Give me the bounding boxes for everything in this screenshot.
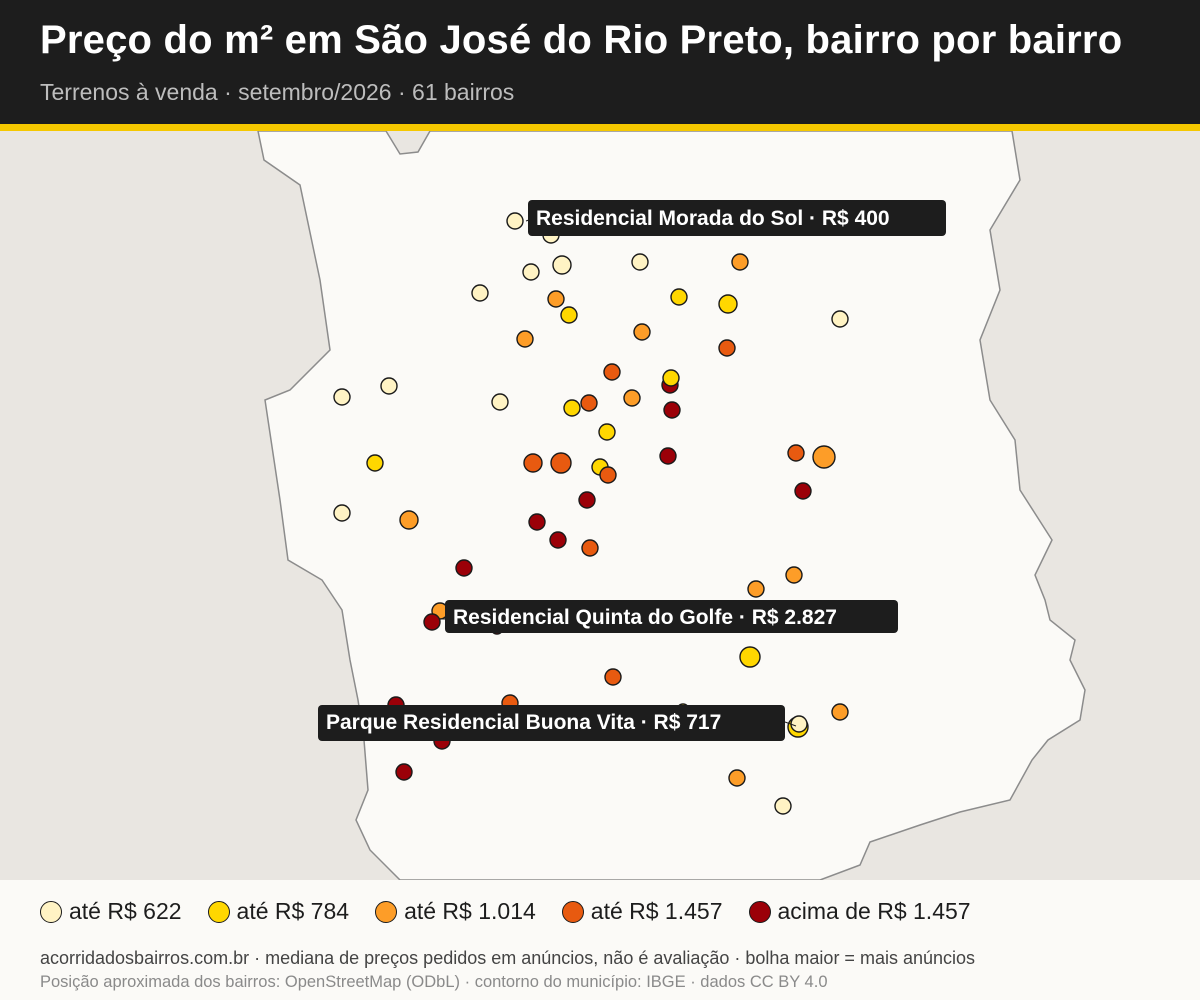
legend-item: acima de R$ 1.457 [748,898,971,925]
neighborhood-bubble[interactable] [550,452,572,474]
callout-quinta-do-golfe[interactable]: Residencial Quinta do Golfe · R$ 2.827 [442,600,898,633]
callout-label: Residencial Morada do Sol · R$ 400 [536,207,890,230]
legend-swatch-bin-5 [748,900,771,923]
neighborhood-bubble[interactable] [633,323,651,341]
callout-label: Parque Residencial Buona Vita · R$ 717 [326,711,721,734]
neighborhood-bubble[interactable] [812,445,836,469]
neighborhood-bubble[interactable] [333,388,351,406]
neighborhood-bubble[interactable] [581,539,599,557]
neighborhood-points [333,212,849,815]
legend-swatch-bin-4 [561,900,584,923]
legend-label: até R$ 1.014 [404,898,536,924]
neighborhood-bubble[interactable] [395,763,413,781]
neighborhood-bubble[interactable] [831,703,849,721]
neighborhood-bubble[interactable] [787,444,805,462]
neighborhood-bubble[interactable] [623,389,641,407]
neighborhood-bubble[interactable] [455,559,473,577]
neighborhood-bubble[interactable] [333,504,351,522]
legend-item: até R$ 784 [207,898,350,925]
legend-swatch-bin-3 [375,900,398,923]
neighborhood-bubble[interactable] [670,288,688,306]
legend-swatch-bin-1 [40,900,62,923]
neighborhood-bubble[interactable] [523,453,543,473]
neighborhood-bubble[interactable] [552,255,572,275]
neighborhood-bubble[interactable] [506,212,524,230]
neighborhood-bubble[interactable] [599,466,617,484]
map-area: Residencial Morada do Sol · R$ 400 Resid… [0,130,1200,881]
callout-buona-vita[interactable]: Parque Residencial Buona Vita · R$ 717 [318,705,797,741]
neighborhood-bubble[interactable] [731,253,749,271]
neighborhood-bubble[interactable] [603,363,621,381]
legend-label: até R$ 622 [69,898,182,924]
neighborhood-bubble[interactable] [774,797,792,815]
map-canvas: Residencial Morada do Sol · R$ 400 Resid… [0,130,1200,881]
neighborhood-bubble[interactable] [718,294,738,314]
neighborhood-bubble[interactable] [662,369,680,387]
neighborhood-bubble[interactable] [423,613,441,631]
neighborhood-bubble[interactable] [563,399,581,417]
legend: até R$ 622 até R$ 784 até R$ 1.014 até R… [40,898,997,925]
header-accent-bar [0,124,1200,131]
footer-credit: Posição aproximada dos bairros: OpenStre… [40,973,828,991]
neighborhood-bubble[interactable] [598,423,616,441]
neighborhood-bubble[interactable] [663,401,681,419]
legend-label: até R$ 784 [236,898,350,924]
legend-label: acima de R$ 1.457 [777,898,971,924]
neighborhood-bubble[interactable] [739,646,761,668]
page-title: Preço do m² em São José do Rio Preto, ba… [40,18,1123,62]
neighborhood-bubble[interactable] [718,339,736,357]
neighborhood-bubble[interactable] [580,394,598,412]
legend-label: até R$ 1.457 [590,898,723,924]
neighborhood-bubble[interactable] [604,668,622,686]
neighborhood-bubble[interactable] [491,393,509,411]
neighborhood-bubble[interactable] [578,491,596,509]
neighborhood-bubble[interactable] [399,510,419,530]
page-subtitle: Terrenos à venda · setembro/2026 · 61 ba… [40,79,515,105]
footer: até R$ 622 até R$ 784 até R$ 1.014 até R… [0,880,1200,1000]
footer-note: acorridadosbairros.com.br · mediana de p… [40,948,976,968]
header: Preço do m² em São José do Rio Preto, ba… [0,0,1200,124]
neighborhood-bubble[interactable] [380,377,398,395]
neighborhood-bubble[interactable] [549,531,567,549]
neighborhood-bubble[interactable] [528,513,546,531]
legend-swatch-bin-2 [207,900,230,923]
legend-item: até R$ 1.014 [375,898,536,925]
neighborhood-bubble[interactable] [790,715,808,733]
legend-item: até R$ 1.457 [561,898,723,925]
legend-item: até R$ 622 [40,898,182,925]
neighborhood-bubble[interactable] [631,253,649,271]
neighborhood-bubble[interactable] [794,482,812,500]
neighborhood-bubble[interactable] [366,454,384,472]
neighborhood-bubble[interactable] [747,580,765,598]
callout-morada-do-sol[interactable]: Residencial Morada do Sol · R$ 400 [525,200,946,236]
neighborhood-bubble[interactable] [831,310,849,328]
neighborhood-bubble[interactable] [522,263,540,281]
neighborhood-bubble[interactable] [560,306,578,324]
callout-label: Residencial Quinta do Golfe · R$ 2.827 [453,606,837,629]
neighborhood-bubble[interactable] [728,769,746,787]
neighborhood-bubble[interactable] [516,330,534,348]
municipality-outline [257,130,1086,881]
neighborhood-bubble[interactable] [785,566,803,584]
neighborhood-bubble[interactable] [471,284,489,302]
neighborhood-bubble[interactable] [547,290,565,308]
neighborhood-bubble[interactable] [659,447,677,465]
callout-labels: Residencial Morada do Sol · R$ 400 Resid… [318,200,946,741]
